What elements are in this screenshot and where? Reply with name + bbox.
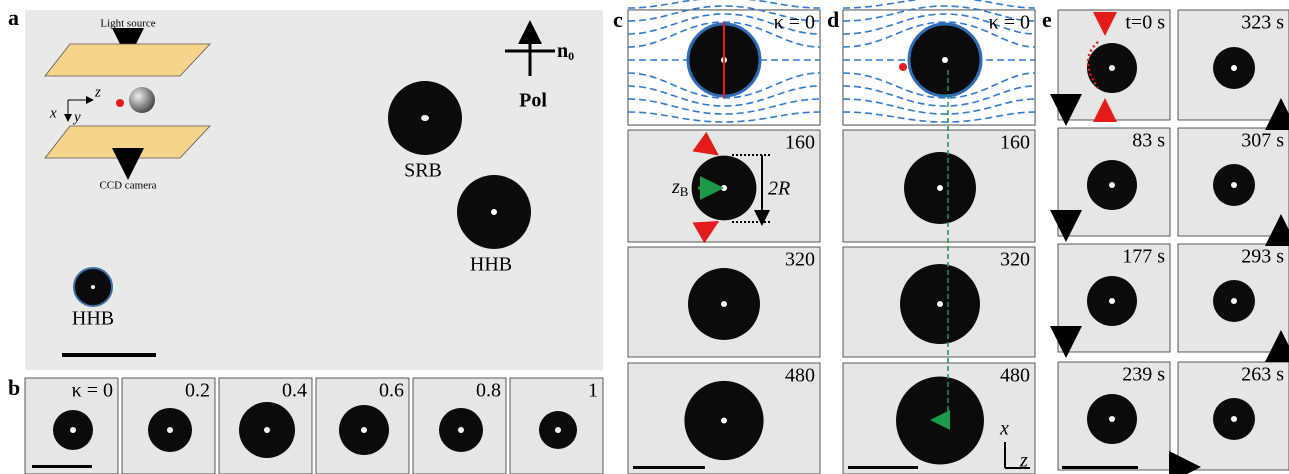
tile-label: 83 s [1132, 130, 1165, 152]
tile-label: 293 s [1241, 246, 1284, 268]
tile-label: 177 s [1122, 246, 1165, 268]
panel-label: d [827, 7, 839, 32]
field-line [628, 0, 820, 8]
droplet-core [937, 185, 943, 191]
droplet-core [421, 115, 429, 121]
scale-bar [32, 465, 92, 468]
droplet-core [942, 57, 948, 63]
droplet-label: HHB [72, 308, 114, 330]
scale-bar [1062, 466, 1138, 469]
light-source: Light source [100, 18, 155, 30]
axis-label: x [999, 418, 1009, 440]
droplet-core [1109, 65, 1115, 71]
droplet-core [721, 418, 727, 424]
axis-label: y [72, 109, 81, 125]
polarizer: Pol [519, 90, 547, 112]
field-line [843, 0, 1035, 8]
particle [116, 99, 124, 107]
droplet-core [721, 185, 727, 191]
droplet-core [167, 427, 173, 433]
panel-label: e [1042, 7, 1052, 32]
droplet-core [491, 209, 497, 215]
tile-label: 0.6 [379, 380, 404, 402]
droplet-core [1231, 298, 1237, 304]
tile-label: 1 [588, 380, 598, 402]
panel-label: b [8, 375, 20, 400]
droplet-core [721, 301, 727, 307]
droplet-core [1109, 182, 1115, 188]
droplet-core [1109, 298, 1115, 304]
tile-label: 239 s [1122, 364, 1165, 386]
tile-label: 480 [785, 365, 815, 387]
tile-label: 320 [1000, 249, 1030, 271]
tile-label: 320 [785, 249, 815, 271]
droplet-label: SRB [404, 160, 442, 182]
ccd-camera: CCD camera [99, 180, 156, 192]
droplet-core [1231, 416, 1237, 422]
droplet-core [937, 301, 943, 307]
droplet-core [70, 427, 76, 433]
droplet-core [91, 285, 95, 289]
scale-bar [62, 353, 156, 357]
diameter: 2R [768, 178, 790, 200]
figure: a Light source z x y CCD camera n0 Pol S… [0, 0, 1289, 474]
tile-label: 0.8 [476, 380, 501, 402]
tile-label: 307 s [1241, 130, 1284, 152]
droplet-core [1231, 182, 1237, 188]
droplet-core [264, 427, 270, 433]
tile-label: 323 s [1241, 12, 1284, 34]
tile-label: 160 [1000, 132, 1030, 154]
axis-label: z [1019, 450, 1028, 472]
tile-label: κ = 0 [774, 12, 815, 34]
particle [899, 63, 907, 71]
panel-label: a [8, 5, 19, 30]
panel-label: c [613, 7, 623, 32]
droplet-sketch [129, 87, 155, 113]
tile-label: κ = 0 [72, 380, 113, 402]
z-b-sub: B [680, 184, 689, 199]
z-b-main: z [671, 176, 680, 198]
director-sub: 0 [568, 49, 574, 63]
tile-label: 263 s [1241, 364, 1284, 386]
droplet-core [458, 427, 464, 433]
droplet-label: HHB [470, 254, 512, 276]
tile-label: 0.4 [282, 380, 307, 402]
tile-label: 480 [1000, 365, 1030, 387]
scale-bar [633, 466, 705, 469]
droplet-core [555, 427, 561, 433]
droplet-core [1109, 416, 1115, 422]
tile-label: 0.2 [185, 380, 210, 402]
droplet-core [1231, 65, 1237, 71]
axis-label: z [94, 84, 101, 100]
director-n: n [557, 40, 568, 62]
axis-label: x [49, 105, 57, 121]
tile-label: κ = 0 [989, 12, 1030, 34]
tile-label: t=0 s [1125, 12, 1165, 34]
tile-label: 160 [785, 132, 815, 154]
scale-bar [848, 466, 918, 469]
droplet-core [361, 427, 367, 433]
